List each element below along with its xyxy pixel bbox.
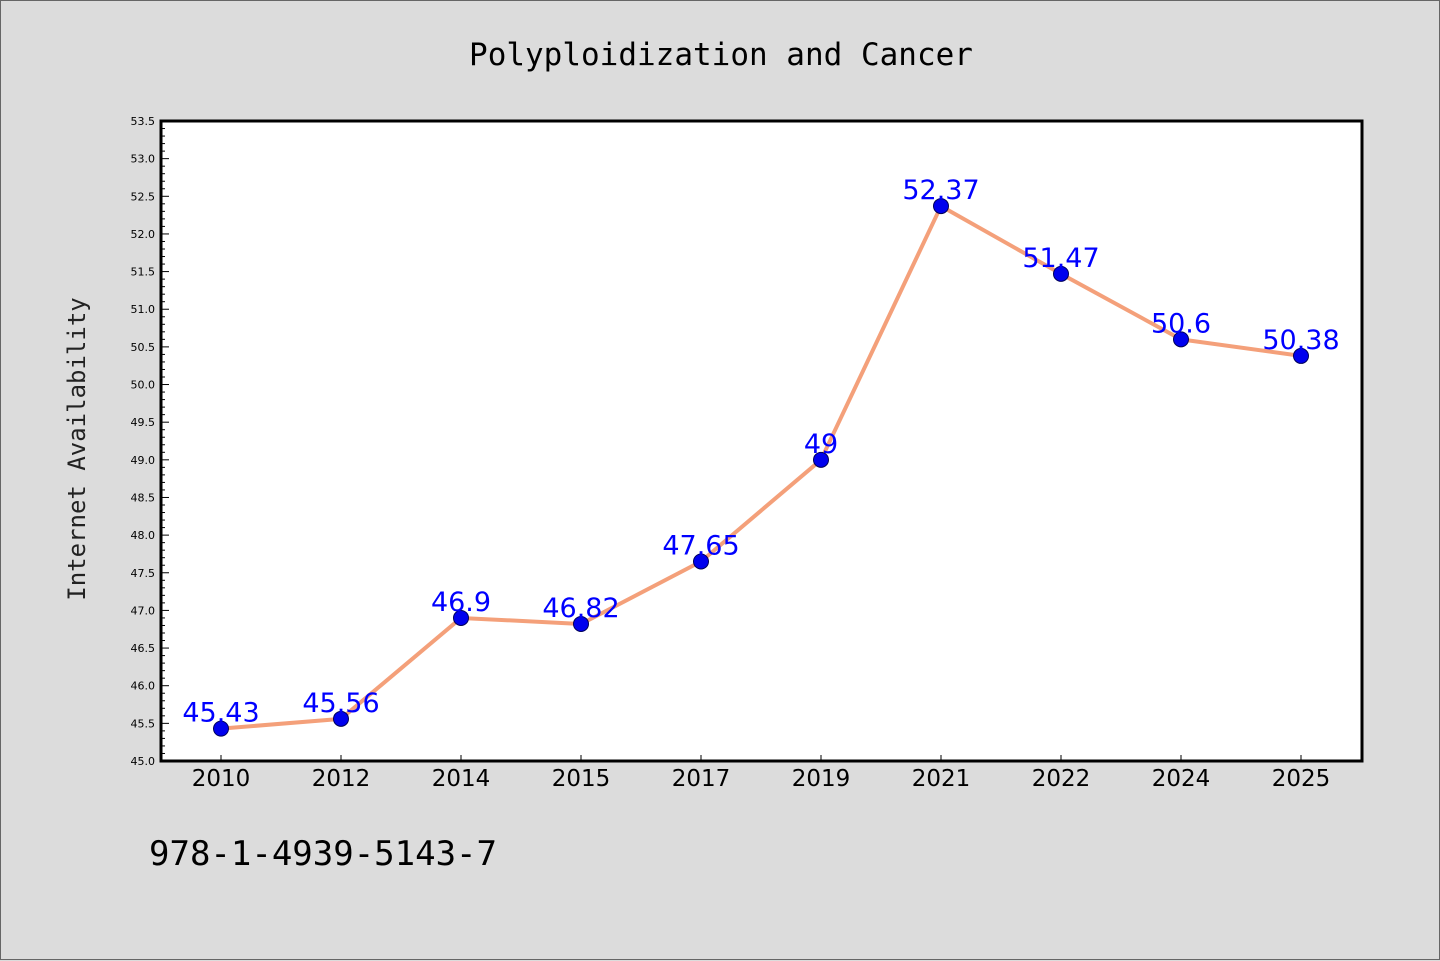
y-tick-label: 52.5 [131,190,156,203]
chart-title: Polyploidization and Cancer [469,37,973,73]
y-tick-label: 49.0 [131,454,156,467]
data-label: 51.47 [1022,243,1099,274]
y-tick-label: 50.0 [131,379,156,392]
data-label: 47.65 [662,530,739,561]
y-tick-label: 45.0 [131,755,156,768]
y-tick-label: 46.5 [131,642,156,655]
data-label: 50.38 [1262,325,1339,356]
x-tick-label: 2014 [432,766,491,792]
data-point [573,615,589,632]
data-point [1173,331,1189,348]
y-tick-label: 51.5 [131,266,156,279]
y-tick-label: 51.0 [131,303,156,316]
y-axis-label: Internet Availability [63,297,91,600]
x-tick-label: 2019 [792,766,851,792]
y-tick-label: 48.5 [131,491,156,504]
x-tick-label: 2010 [192,766,251,792]
x-tick-label: 2021 [912,766,971,792]
y-axis: 45.0 45.5 46.0 46.5 47.0 47.5 48.0 48.5 49.0 49.5… [131,115,169,768]
x-tick-label: 2025 [1272,766,1331,792]
data-label: 49 [804,429,838,460]
data-point [213,720,229,737]
y-tick-label: 50.5 [131,341,156,354]
isbn-text: 978-1-4939-5143-7 [149,834,497,874]
y-tick-label: 52.0 [131,228,156,241]
data-point [1053,265,1069,282]
y-tick-label: 46.0 [131,680,156,693]
data-point [693,553,709,570]
data-label: 45.43 [182,698,259,729]
data-label: 50.6 [1151,308,1211,339]
series [213,198,1309,737]
x-tick-label: 2024 [1152,766,1211,792]
y-tick-label: 49.5 [131,416,156,429]
data-label: 46.82 [542,593,619,624]
data-point [933,198,949,215]
y-tick-label: 47.5 [131,567,156,580]
data-point [333,710,349,727]
x-tick-label: 2015 [552,766,611,792]
y-tick-label: 53.5 [131,115,156,128]
y-tick-label: 53.0 [131,153,156,166]
data-point [813,451,829,468]
x-tick-label: 2012 [312,766,371,792]
data-labels: 45.43 45.56 46.9 46.82 47.65 49 52.37 51.47 50.6… [182,175,1339,729]
x-axis: 2010 2012 2014 2015 2017 2019 2021 2022 2024 2025 [192,755,1331,792]
data-point [1293,347,1309,364]
data-point [453,609,469,626]
y-tick-label: 47.0 [131,604,156,617]
series-line [220,204,1302,731]
data-label: 46.9 [431,587,491,618]
x-tick-label: 2022 [1032,766,1091,792]
y-tick-label: 45.5 [131,717,156,730]
y-tick-label: 48.0 [131,529,156,542]
data-label: 52.37 [902,175,979,206]
data-label: 45.56 [302,688,379,719]
plot-area [159,119,1364,763]
x-tick-label: 2017 [672,766,731,792]
